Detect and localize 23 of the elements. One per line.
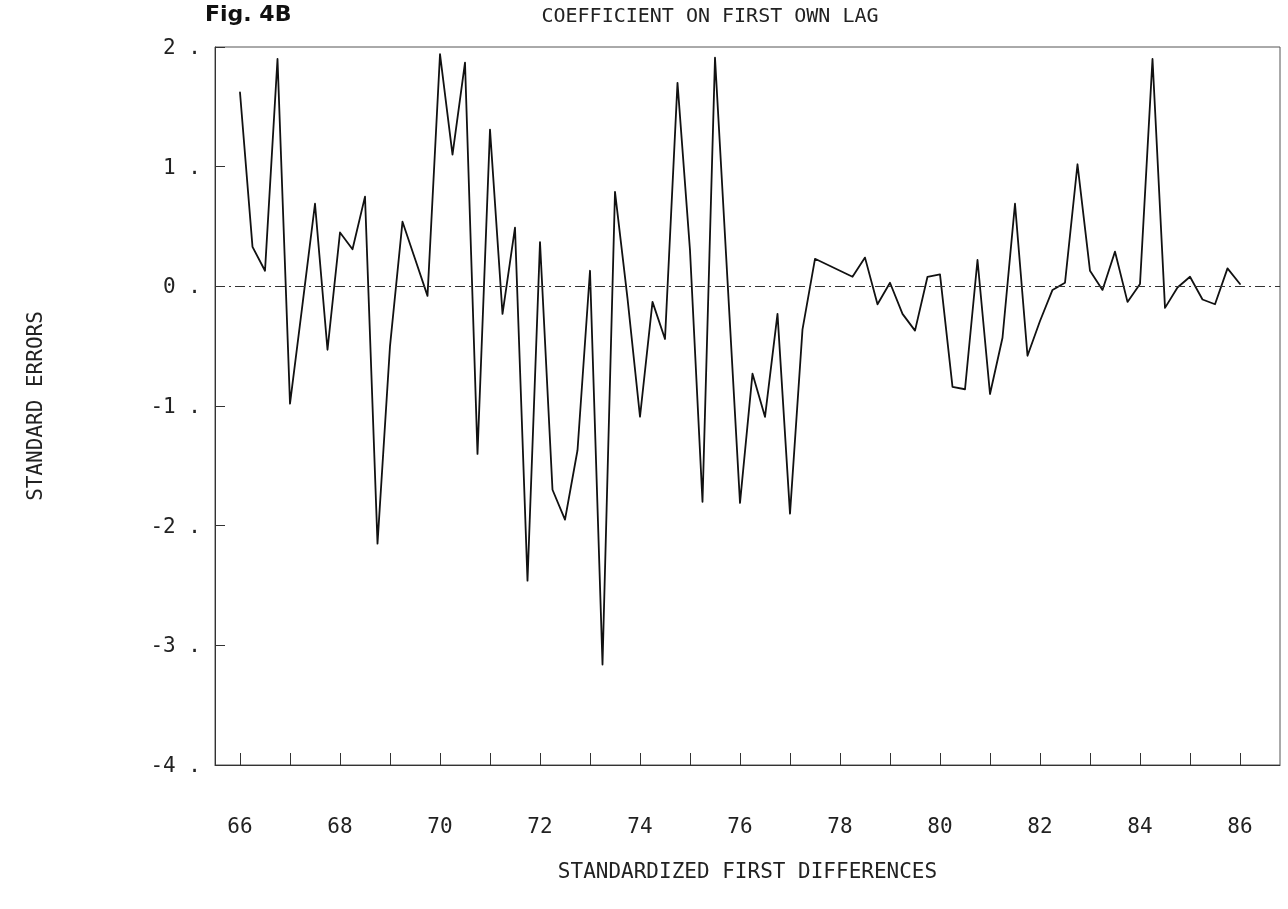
x-tick-label: 74: [627, 813, 653, 838]
x-tick-label: 82: [1027, 813, 1053, 838]
x-tick-label: 66: [227, 813, 253, 838]
y-tick-label: 0 .: [163, 274, 201, 299]
y-tick-label: 1 .: [163, 154, 201, 179]
y-tick-label: -3 .: [150, 633, 201, 658]
x-tick-label: 68: [327, 813, 353, 838]
y-tick-label: -4 .: [150, 753, 201, 777]
line-series: [239, 53, 1241, 666]
y-tick-label: -2 .: [150, 513, 201, 538]
chart-title: COEFFICIENT ON FIRST OWN LAG: [541, 3, 879, 27]
y-tick-label: -1 .: [150, 394, 201, 418]
x-tick-label: 86: [1227, 813, 1253, 838]
y-axis-title: STANDARD ERRORS: [22, 311, 47, 501]
x-tick-label: 84: [1127, 813, 1153, 838]
y-tick-label: 2 .: [163, 35, 201, 59]
x-tick-label: 70: [427, 813, 453, 838]
x-tick-label: 78: [827, 813, 853, 838]
x-tick-label: 72: [527, 813, 553, 838]
x-tick-label: 80: [927, 813, 953, 838]
x-tick-label: 76: [727, 813, 753, 838]
caption: Fig. 4B: [205, 0, 292, 26]
x-axis-title: STANDARDIZED FIRST DIFFERENCES: [557, 858, 938, 883]
